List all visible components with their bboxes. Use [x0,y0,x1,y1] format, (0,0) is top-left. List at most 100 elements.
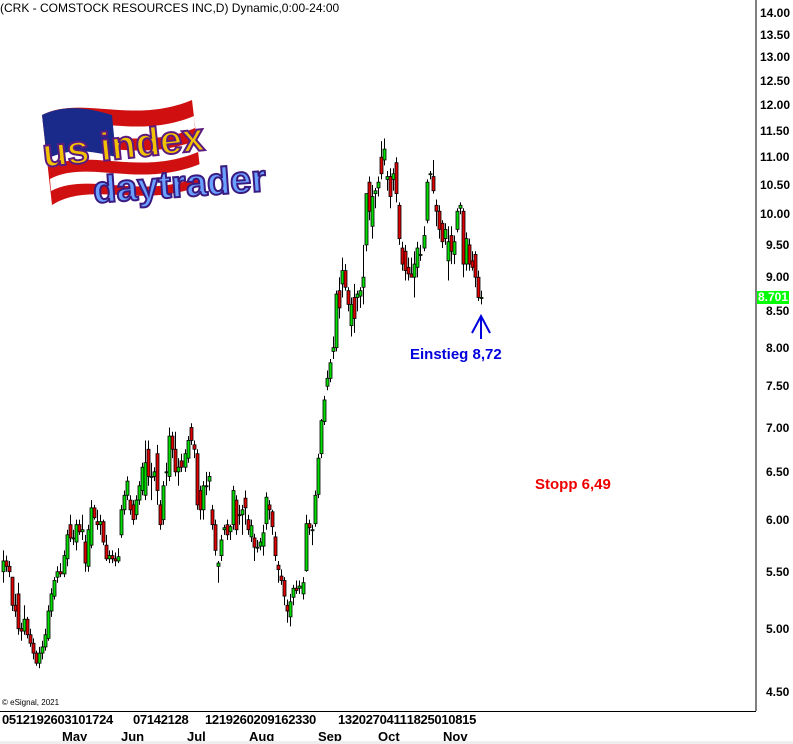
candle [319,419,324,459]
candle [301,577,306,600]
candle-body-up [186,440,191,459]
candle [98,514,103,535]
candle [43,628,48,651]
x-month-label: Sep [318,729,342,744]
candle-body-down [346,290,351,305]
y-tick-label: 11.50 [760,123,790,138]
candle [161,481,166,525]
candle [46,605,51,641]
candle-body-up [40,646,45,654]
x-day-label: 30 [302,712,316,727]
candle-body-down [131,504,136,521]
candle [74,519,79,551]
candle-body-down [189,427,194,441]
candle-body-down [367,181,372,212]
x-day-group: 12 19 26 02 09 16 23 30 [205,712,316,727]
candle [307,519,312,535]
candle [167,427,172,482]
x-day-label: 16 [274,712,289,727]
candle [113,552,118,567]
x-day-label: 28 [174,712,189,727]
candle-body-up [216,562,221,567]
candle-body-up [340,270,345,285]
candle-body-up [255,546,260,549]
candle-body-up [316,457,321,495]
candle-body-down [128,499,133,511]
candle [246,514,251,535]
candle-body-down [213,524,218,551]
candle [276,560,281,583]
candle-body-down [95,521,100,526]
x-day-label: 15 [462,712,477,727]
candle-body-up [322,399,327,422]
x-day-label: 13 [338,712,352,727]
candle-body-up [458,204,463,209]
candle [119,504,124,538]
candle-body-up [325,377,330,387]
candle [304,514,309,572]
candle [310,524,315,546]
candle-body-down [276,564,281,570]
candle [149,462,154,501]
candle-body-up [261,532,266,547]
candle [440,220,445,249]
candle-body-down [19,628,24,632]
candle [406,257,411,281]
x-day-label: 01 [434,712,449,727]
candle-body-up [412,263,417,278]
candle-body-down [179,460,184,468]
candle [400,241,405,271]
candle [325,370,330,391]
candle [252,533,257,561]
candle-body-up [137,485,142,501]
candle-body-down [83,541,88,564]
y-tick-label: 5.50 [766,564,790,579]
candle [62,550,67,578]
x-day-label: 08 [448,712,463,727]
candle [355,290,360,312]
candle-body-up [301,582,306,595]
candle-body-up [240,509,245,516]
candle [179,453,184,472]
candle [34,650,39,666]
copyright: © eSignal, 2021 [2,698,60,707]
candle-body-down [101,521,106,543]
candle [285,599,290,623]
x-day-label: 10 [71,712,86,727]
candle-body-up [237,514,242,517]
candle-body-up [89,507,94,546]
candle-body-up [310,529,315,532]
candle-body-up [119,509,124,536]
y-tick-label: 7.50 [766,379,790,394]
candle-body-down [246,519,251,531]
candle [152,467,157,482]
candle-body-down [467,244,472,265]
candle-body-up [479,297,484,299]
candle-body-up [80,529,85,533]
candle [104,534,109,561]
candle [385,170,390,191]
y-tick-label: 6.00 [766,512,790,527]
candle [376,176,381,197]
candle [340,257,345,298]
candle [331,336,336,359]
candle-body-down [403,250,408,272]
candle [31,638,36,660]
candle [128,495,133,515]
x-month-label: Oct [378,729,400,744]
candle [213,519,218,556]
candle [409,257,414,278]
candle [337,277,342,319]
candle-body-up [376,181,381,189]
candle-body-down [394,162,399,195]
candle-body-down [77,524,82,533]
candle-body-up [52,580,57,597]
y-tick-label: 9.50 [766,237,790,252]
candle [425,179,430,224]
candle [415,241,420,278]
candle [403,244,408,281]
candle [273,531,278,561]
candle-body-up [304,523,309,572]
y-tick-label: 12.00 [760,98,791,113]
